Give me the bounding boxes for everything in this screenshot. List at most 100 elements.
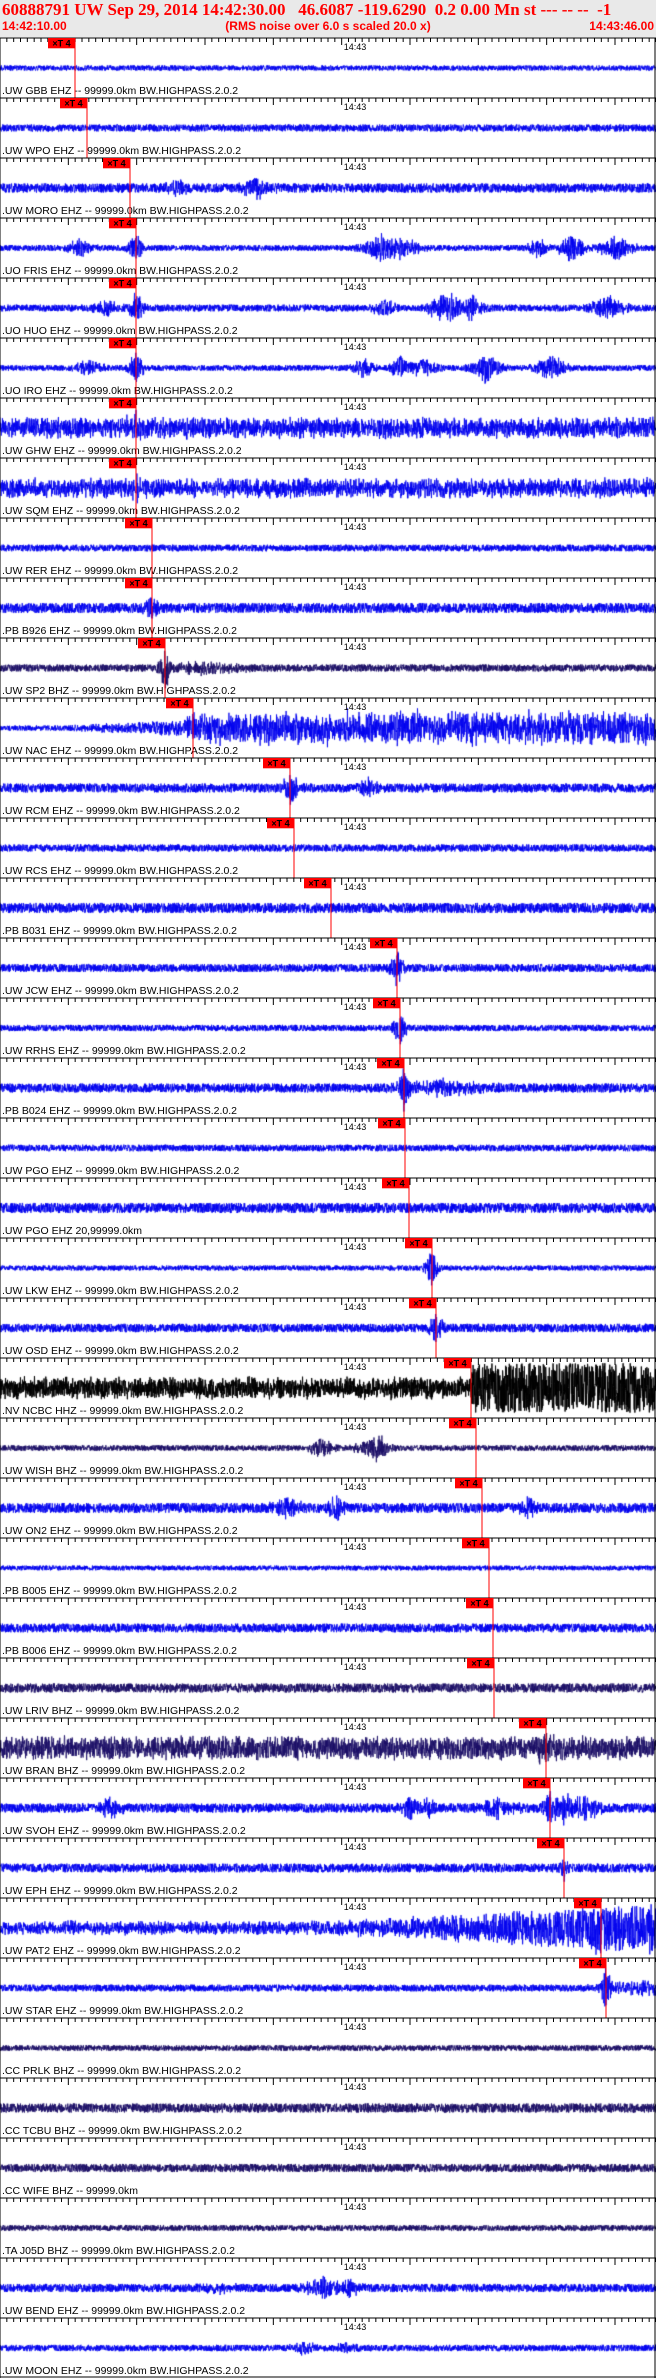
svg-text:.UW STAR EHZ -- 99999.0km BW.H: .UW STAR EHZ -- 99999.0km BW.HIGHPASS.2.… bbox=[2, 2005, 243, 2017]
svg-text:×T 4: ×T 4 bbox=[453, 1419, 471, 1429]
svg-text:14:43: 14:43 bbox=[344, 582, 367, 592]
svg-text:14:43: 14:43 bbox=[344, 1842, 367, 1852]
svg-text:14:43: 14:43 bbox=[344, 2022, 367, 2032]
svg-text:14:43: 14:43 bbox=[344, 822, 367, 832]
svg-text:.NV NCBC HHZ -- 99999.0km BW.H: .NV NCBC HHZ -- 99999.0km BW.HIGHPASS.2.… bbox=[2, 1405, 244, 1417]
svg-text:14:43: 14:43 bbox=[344, 1422, 367, 1432]
svg-text:.UW EPH EHZ -- 99999.0km BW.HI: .UW EPH EHZ -- 99999.0km BW.HIGHPASS.2.0… bbox=[2, 1885, 238, 1897]
svg-text:×T 4: ×T 4 bbox=[386, 1179, 404, 1189]
svg-text:.UW ON2 EHZ -- 99999.0km BW.HI: .UW ON2 EHZ -- 99999.0km BW.HIGHPASS.2.0… bbox=[2, 1525, 238, 1537]
svg-text:.UO FRIS EHZ -- 99999.0km BW.H: .UO FRIS EHZ -- 99999.0km BW.HIGHPASS.2.… bbox=[2, 265, 238, 277]
svg-text:14:43: 14:43 bbox=[344, 1302, 367, 1312]
svg-text:×T 4: ×T 4 bbox=[583, 1959, 601, 1969]
svg-text:.PB B926 EHZ -- 99999.0km BW.H: .PB B926 EHZ -- 99999.0km BW.HIGHPASS.2.… bbox=[2, 625, 237, 637]
svg-text:×T 4: ×T 4 bbox=[271, 819, 289, 829]
svg-text:14:43: 14:43 bbox=[344, 1482, 367, 1492]
svg-text:.UW BEND EHZ -- 99999.0km BW.H: .UW BEND EHZ -- 99999.0km BW.HIGHPASS.2.… bbox=[2, 2305, 245, 2317]
svg-text:14:43: 14:43 bbox=[344, 222, 367, 232]
svg-text:.UW GBB EHZ -- 99999.0km BW.HI: .UW GBB EHZ -- 99999.0km BW.HIGHPASS.2.0… bbox=[2, 85, 238, 97]
svg-text:14:43: 14:43 bbox=[344, 882, 367, 892]
svg-text:×T 4: ×T 4 bbox=[113, 399, 131, 409]
svg-text:14:43: 14:43 bbox=[344, 1242, 367, 1252]
svg-text:.UW OSD EHZ -- 99999.0km BW.HI: .UW OSD EHZ -- 99999.0km BW.HIGHPASS.2.0… bbox=[2, 1345, 239, 1357]
svg-text:14:43: 14:43 bbox=[344, 1662, 367, 1672]
svg-text:14:43: 14:43 bbox=[344, 1602, 367, 1612]
svg-text:14:43: 14:43 bbox=[344, 2082, 367, 2092]
svg-text:×T 4: ×T 4 bbox=[471, 1659, 489, 1669]
svg-text:×T 4: ×T 4 bbox=[523, 1719, 541, 1729]
svg-text:.UO IRO EHZ -- 99999.0km BW.HI: .UO IRO EHZ -- 99999.0km BW.HIGHPASS.2.0… bbox=[2, 385, 233, 397]
svg-text:.CC WIFE BHZ -- 99999.0km: .CC WIFE BHZ -- 99999.0km bbox=[2, 2185, 138, 2197]
svg-text:.TA J05D BHZ -- 99999.0km BW.H: .TA J05D BHZ -- 99999.0km BW.HIGHPASS.2.… bbox=[2, 2245, 235, 2257]
svg-text:14:43: 14:43 bbox=[344, 1782, 367, 1792]
svg-text:14:43: 14:43 bbox=[344, 2202, 367, 2212]
svg-text:14:43: 14:43 bbox=[344, 282, 367, 292]
svg-text:14:43: 14:43 bbox=[344, 462, 367, 472]
svg-text:.UW RER EHZ -- 99999.0km BW.HI: .UW RER EHZ -- 99999.0km BW.HIGHPASS.2.0… bbox=[2, 565, 238, 577]
svg-text:×T 4: ×T 4 bbox=[382, 1119, 400, 1129]
svg-text:×T 4: ×T 4 bbox=[308, 879, 326, 889]
svg-text:14:43: 14:43 bbox=[344, 162, 367, 172]
svg-text:×T 4: ×T 4 bbox=[448, 1359, 466, 1369]
svg-text:14:43: 14:43 bbox=[344, 1062, 367, 1072]
svg-text:.UW WPO EHZ -- 99999.0km BW.HI: .UW WPO EHZ -- 99999.0km BW.HIGHPASS.2.0… bbox=[2, 145, 241, 157]
svg-text:14:43: 14:43 bbox=[344, 1122, 367, 1132]
svg-text:14:43: 14:43 bbox=[344, 2262, 367, 2272]
svg-text:×T 4: ×T 4 bbox=[459, 1479, 477, 1489]
svg-text:×T 4: ×T 4 bbox=[113, 219, 131, 229]
svg-text:×T 4: ×T 4 bbox=[129, 519, 147, 529]
svg-text:×T 4: ×T 4 bbox=[52, 39, 70, 49]
svg-text:.CC PRLK BHZ -- 99999.0km BW.H: .CC PRLK BHZ -- 99999.0km BW.HIGHPASS.2.… bbox=[2, 2065, 241, 2077]
svg-text:14:43: 14:43 bbox=[344, 762, 367, 772]
svg-text:×T 4: ×T 4 bbox=[113, 279, 131, 289]
svg-text:14:43: 14:43 bbox=[344, 342, 367, 352]
svg-text:.UW RCS EHZ -- 99999.0km BW.HI: .UW RCS EHZ -- 99999.0km BW.HIGHPASS.2.0… bbox=[2, 865, 238, 877]
svg-text:×T 4: ×T 4 bbox=[170, 699, 188, 709]
svg-text:×T 4: ×T 4 bbox=[409, 1239, 427, 1249]
svg-text:14:43: 14:43 bbox=[344, 1002, 367, 1012]
svg-text:.PB B005 EHZ -- 99999.0km BW.H: .PB B005 EHZ -- 99999.0km BW.HIGHPASS.2.… bbox=[2, 1585, 237, 1597]
svg-text:14:43: 14:43 bbox=[344, 102, 367, 112]
svg-text:×T 4: ×T 4 bbox=[107, 159, 125, 169]
svg-text:.UW SVOH EHZ -- 99999.0km BW.H: .UW SVOH EHZ -- 99999.0km BW.HIGHPASS.2.… bbox=[2, 1825, 246, 1837]
svg-text:.UW JCW EHZ -- 99999.0km BW.HI: .UW JCW EHZ -- 99999.0km BW.HIGHPASS.2.0… bbox=[2, 985, 239, 997]
svg-text:×T 4: ×T 4 bbox=[113, 459, 131, 469]
svg-text:×T 4: ×T 4 bbox=[129, 579, 147, 589]
svg-text:×T 4: ×T 4 bbox=[267, 759, 285, 769]
svg-text:14:43: 14:43 bbox=[344, 2322, 367, 2332]
svg-text:14:43: 14:43 bbox=[344, 1362, 367, 1372]
svg-text:.UO HUO EHZ -- 99999.0km BW.HI: .UO HUO EHZ -- 99999.0km BW.HIGHPASS.2.0… bbox=[2, 325, 238, 337]
svg-text:14:43: 14:43 bbox=[344, 1902, 367, 1912]
svg-text:.UW SP2 BHZ -- 99999.0km BW.HI: .UW SP2 BHZ -- 99999.0km BW.HIGHPASS.2.0… bbox=[2, 685, 236, 697]
svg-text:×T 4: ×T 4 bbox=[113, 339, 131, 349]
svg-text:14:43: 14:43 bbox=[344, 1962, 367, 1972]
svg-text:×T 4: ×T 4 bbox=[541, 1839, 559, 1849]
svg-text:14:43: 14:43 bbox=[344, 1722, 367, 1732]
svg-text:.UW MOON EHZ -- 99999.0km BW.H: .UW MOON EHZ -- 99999.0km BW.HIGHPASS.2.… bbox=[2, 2365, 249, 2377]
svg-text:.UW MORO EHZ -- 99999.0km BW.H: .UW MORO EHZ -- 99999.0km BW.HIGHPASS.2.… bbox=[2, 205, 249, 217]
svg-text:.CC TCBU BHZ -- 99999.0km BW.H: .CC TCBU BHZ -- 99999.0km BW.HIGHPASS.2.… bbox=[2, 2125, 242, 2137]
svg-text:14:43: 14:43 bbox=[344, 402, 367, 412]
svg-text:×T 4: ×T 4 bbox=[413, 1299, 431, 1309]
svg-text:×T 4: ×T 4 bbox=[527, 1779, 545, 1789]
svg-text:.UW PGO EHZ 20,99999.0km: .UW PGO EHZ 20,99999.0km bbox=[2, 1225, 142, 1237]
svg-text:×T 4: ×T 4 bbox=[466, 1539, 484, 1549]
svg-text:14:43: 14:43 bbox=[344, 1182, 367, 1192]
svg-text:14:43: 14:43 bbox=[344, 942, 367, 952]
svg-text:×T 4: ×T 4 bbox=[381, 1059, 399, 1069]
svg-text:14:43: 14:43 bbox=[344, 702, 367, 712]
svg-text:.UW LRIV BHZ -- 99999.0km BW.H: .UW LRIV BHZ -- 99999.0km BW.HIGHPASS.2.… bbox=[2, 1705, 239, 1717]
svg-text:.UW RRHS EHZ -- 99999.0km BW.H: .UW RRHS EHZ -- 99999.0km BW.HIGHPASS.2.… bbox=[2, 1045, 246, 1057]
svg-text:×T 4: ×T 4 bbox=[578, 1899, 596, 1909]
svg-text:.UW GHW EHZ -- 99999.0km BW.HI: .UW GHW EHZ -- 99999.0km BW.HIGHPASS.2.0… bbox=[2, 445, 242, 457]
svg-text:×T 4: ×T 4 bbox=[142, 639, 160, 649]
svg-text:14:43: 14:43 bbox=[344, 522, 367, 532]
svg-text:14:43: 14:43 bbox=[344, 1542, 367, 1552]
svg-text:14:43: 14:43 bbox=[344, 2142, 367, 2152]
svg-text:×T 4: ×T 4 bbox=[470, 1599, 488, 1609]
svg-text:.UW BRAN BHZ -- 99999.0km BW.H: .UW BRAN BHZ -- 99999.0km BW.HIGHPASS.2.… bbox=[2, 1765, 245, 1777]
svg-text:.UW NAC EHZ -- 99999.0km BW.HI: .UW NAC EHZ -- 99999.0km BW.HIGHPASS.2.0… bbox=[2, 745, 238, 757]
svg-text:×T 4: ×T 4 bbox=[64, 99, 82, 109]
svg-text:.UW PGO EHZ -- 99999.0km BW.HI: .UW PGO EHZ -- 99999.0km BW.HIGHPASS.2.0… bbox=[2, 1165, 239, 1177]
svg-text:14:43: 14:43 bbox=[344, 42, 367, 52]
